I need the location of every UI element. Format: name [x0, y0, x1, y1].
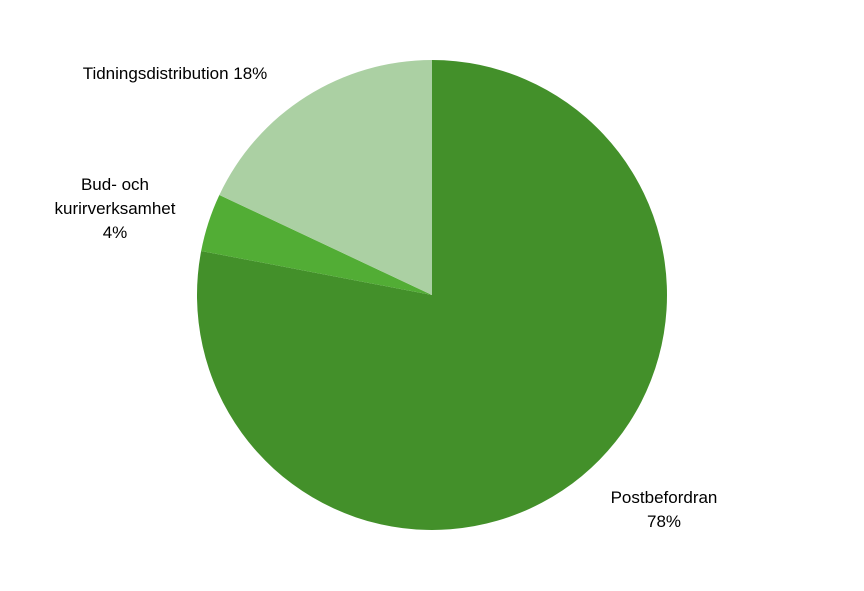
pie-slice [201, 194, 432, 295]
category-label: Tidningsdistribution [82, 64, 229, 83]
pie-slice [219, 60, 432, 295]
slice-label: Tidningsdistribution 18% [25, 62, 325, 86]
value-label: 4% [102, 223, 128, 242]
category-label: Bud- och kurirverksamhet [54, 175, 176, 218]
pie-slice [197, 60, 668, 530]
value-label: 78% [646, 512, 682, 531]
slice-label: Bud- och kurirverksamhet 4% [40, 173, 190, 245]
value-label: 18% [233, 64, 268, 83]
category-label: Postbefordran [610, 488, 718, 507]
slice-label: Postbefordran 78% [564, 486, 764, 534]
